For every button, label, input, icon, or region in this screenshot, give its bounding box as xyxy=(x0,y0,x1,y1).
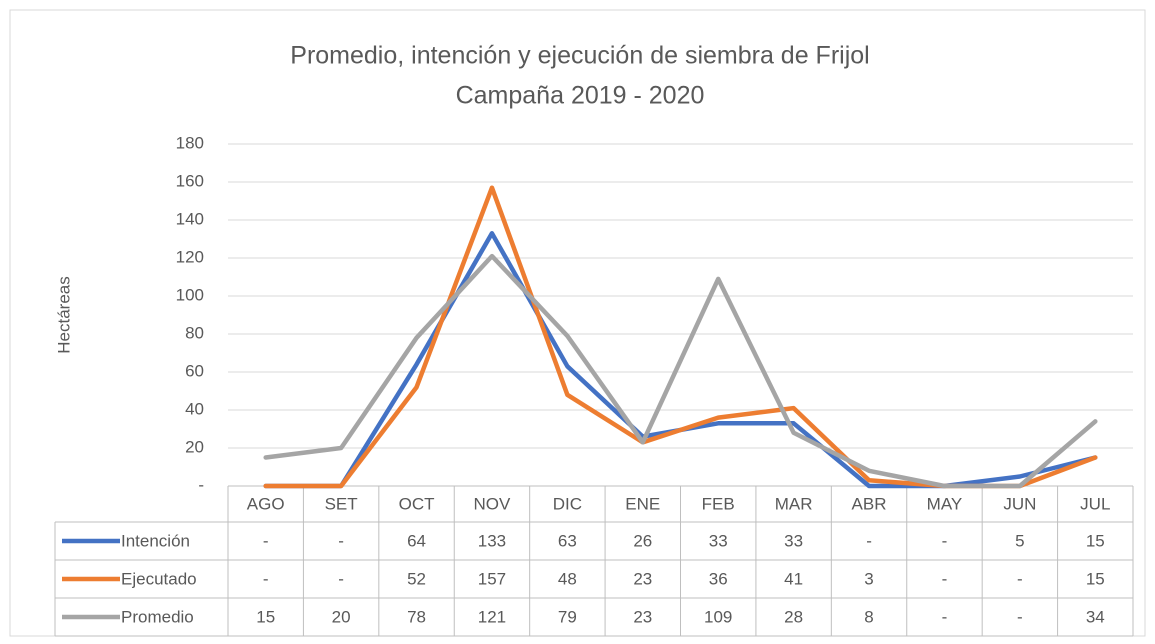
table-cell: 34 xyxy=(1086,607,1105,626)
table-cell: - xyxy=(942,531,948,550)
table-cell: - xyxy=(1017,607,1023,626)
x-tick-label: SET xyxy=(325,494,358,513)
y-tick-label: 20 xyxy=(185,437,204,456)
series-line xyxy=(263,253,1098,489)
y-tick-label: 180 xyxy=(176,133,204,152)
y-tick-label: 100 xyxy=(176,285,204,304)
table-cell: - xyxy=(1017,569,1023,588)
table-cell: 23 xyxy=(633,607,652,626)
x-tick-label: FEB xyxy=(702,494,735,513)
x-tick-label: MAY xyxy=(927,494,963,513)
table-cell: 133 xyxy=(478,531,506,550)
y-tick-label: 140 xyxy=(176,209,204,228)
table-cell: 8 xyxy=(864,607,873,626)
y-tick-label: 80 xyxy=(185,323,204,342)
table-cell: 15 xyxy=(1086,531,1105,550)
table-cell: - xyxy=(263,569,269,588)
table-cell: 26 xyxy=(633,531,652,550)
x-tick-label: DIC xyxy=(553,494,582,513)
table-cell: 109 xyxy=(704,607,732,626)
y-tick-label: 120 xyxy=(176,247,204,266)
table-cell: - xyxy=(942,569,948,588)
x-tick-label: AGO xyxy=(247,494,285,513)
table-cell: - xyxy=(338,569,344,588)
table-cell: - xyxy=(942,607,948,626)
legend-label: Ejecutado xyxy=(121,569,197,588)
chart-subtitle: Campaña 2019 - 2020 xyxy=(456,82,705,110)
table-cell: 5 xyxy=(1015,531,1024,550)
x-tick-label: ABR xyxy=(852,494,887,513)
table-cell: 15 xyxy=(1086,569,1105,588)
legend-label: Intención xyxy=(121,531,190,550)
table-cell: 33 xyxy=(784,531,803,550)
x-tick-label: JUN xyxy=(1003,494,1036,513)
table-cell: 52 xyxy=(407,569,426,588)
x-tick-label: ENE xyxy=(625,494,660,513)
y-tick-label: 60 xyxy=(185,361,204,380)
table-cell: - xyxy=(338,531,344,550)
y-tick-label: 160 xyxy=(176,171,204,190)
table-cell: 79 xyxy=(558,607,577,626)
y-tick-label: 40 xyxy=(185,399,204,418)
table-cell: 28 xyxy=(784,607,803,626)
table-cell: - xyxy=(866,531,872,550)
y-tick-label: - xyxy=(198,475,204,494)
table-cell: 3 xyxy=(864,569,873,588)
table-cell: 23 xyxy=(633,569,652,588)
x-tick-label: NOV xyxy=(474,494,512,513)
x-tick-label: MAR xyxy=(775,494,813,513)
table-cell: 36 xyxy=(709,569,728,588)
table-cell: 157 xyxy=(478,569,506,588)
table-cell: - xyxy=(263,531,269,550)
table-cell: 41 xyxy=(784,569,803,588)
table-cell: 15 xyxy=(256,607,275,626)
x-tick-label: JUL xyxy=(1080,494,1110,513)
table-cell: 33 xyxy=(709,531,728,550)
chart-border xyxy=(9,9,1146,637)
table-cell: 121 xyxy=(478,607,506,626)
table-cell: 20 xyxy=(332,607,351,626)
y-axis-label: Hectáreas xyxy=(54,276,73,353)
legend-label: Promedio xyxy=(121,607,194,626)
table-cell: 63 xyxy=(558,531,577,550)
chart-title: Promedio, intención y ejecución de siemb… xyxy=(290,42,869,70)
table-cell: 64 xyxy=(407,531,426,550)
table-cell: 78 xyxy=(407,607,426,626)
x-tick-label: OCT xyxy=(399,494,435,513)
table-cell: 48 xyxy=(558,569,577,588)
